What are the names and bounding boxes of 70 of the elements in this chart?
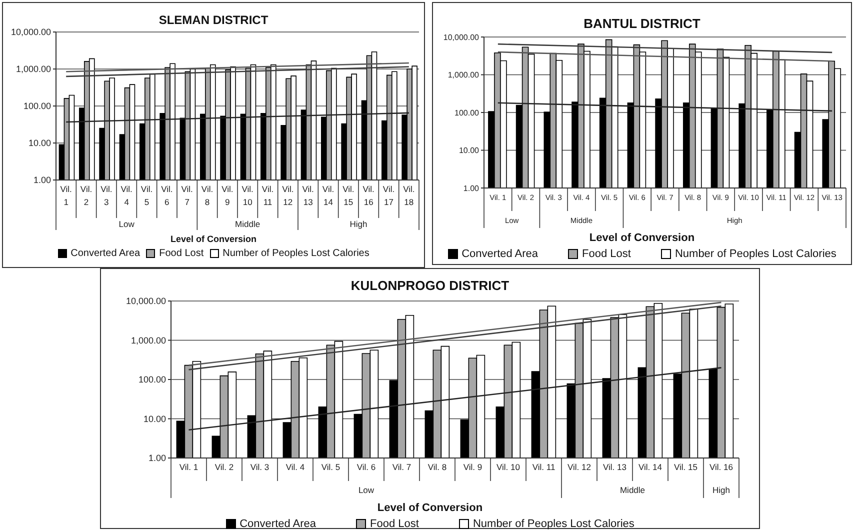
x-tick-label: Vil. 13	[603, 462, 627, 472]
y-tick-label: 1,000.00	[130, 335, 166, 346]
x-tick-label: Vil. 5	[140, 184, 153, 207]
x-tick-label: Vil. 10	[496, 462, 520, 472]
x-tick-label: Vil. 13	[302, 184, 314, 207]
x-tick-label: Vil. 14	[638, 462, 662, 472]
y-tick-label: 10.00	[458, 146, 480, 156]
x-tick-label: Vil. 4	[120, 184, 132, 207]
text: Low	[118, 219, 136, 229]
x-tick-label: Vil. 8	[201, 184, 214, 207]
x-tick-label: Vil. 9	[463, 462, 482, 472]
x-tick-label: Vil. 15	[674, 462, 698, 472]
x-tick-label: Vil. 15	[342, 184, 354, 207]
y-tick-label: 1.00	[463, 184, 480, 193]
y-tick-label: 10,000.00	[10, 27, 51, 38]
chart-title: SLEMAN DISTRICT	[158, 12, 270, 27]
y-tick-label: 10.00	[143, 414, 166, 424]
x-tick-label: Vil. 6	[356, 462, 376, 472]
x-tick-label: Vil. 3	[100, 184, 112, 207]
chart-title: KULONPROGO DISTRICT	[350, 277, 510, 293]
legend-label: Converted Area	[240, 518, 316, 530]
legend-label: Number of Peoples Lost Calories	[222, 248, 370, 259]
legend-label: Food Lost	[582, 248, 631, 260]
x-tick-label: Vil. 1	[60, 184, 72, 207]
x-tick-label: Vil. 18	[403, 184, 415, 207]
x-tick-label: Vil. 16	[710, 462, 734, 472]
x-tick-label: Vil. 8	[428, 462, 447, 472]
y-tick-label: 100.00	[138, 374, 166, 385]
x-tick-label: Vil. 2	[80, 184, 92, 207]
x-tick-label: Vil. 2	[214, 462, 234, 472]
y-tick-label: 10.00	[28, 138, 51, 148]
x-tick-label: Vil. 7	[392, 462, 412, 472]
y-tick-label: 1.00	[33, 175, 51, 186]
x-tick-label: Vil. 12	[282, 184, 294, 207]
legend-label: Food Lost	[159, 248, 204, 259]
y-tick-label: 100.00	[23, 101, 51, 112]
x-tick-label: Vil. 5	[321, 462, 340, 472]
x-axis-title: Level of Conversion	[588, 231, 696, 246]
x-tick-label: Vil. 11	[262, 184, 274, 207]
y-tick-label: 10,000.00	[126, 296, 166, 306]
x-tick-label: Vil. 17	[382, 184, 395, 207]
y-tick-label: 1,000.00	[448, 70, 480, 80]
text: High	[712, 485, 730, 495]
legend-label: Converted Area	[70, 248, 140, 259]
y-tick-label: 1.00	[148, 453, 166, 464]
text: Middle	[235, 219, 260, 229]
y-tick-label: 1,000.00	[16, 64, 51, 74]
x-axis-title: Level of Conversion	[169, 233, 258, 246]
legend-label: Converted Area	[462, 248, 538, 260]
legend-label: Food Lost	[370, 518, 419, 530]
legend-label: Number of Peoples Lost Calories	[472, 518, 634, 530]
x-tick-label: Vil. 7	[181, 184, 193, 207]
x-tick-label: Vil. 14	[322, 184, 334, 207]
x-tick-label: Vil. 6	[161, 184, 173, 207]
x-axis-title: Level of Conversion	[376, 501, 484, 516]
x-tick-label: Vil. 3	[250, 462, 270, 472]
text: High	[350, 219, 368, 229]
text: Middle	[620, 485, 646, 495]
chart-title: BANTUL DISTRICT	[582, 15, 702, 31]
x-tick-label: Vil. 10	[242, 184, 254, 207]
x-tick-label: Vil. 11	[532, 462, 556, 472]
x-tick-label: Vil. 9	[222, 184, 234, 207]
x-tick-label: Vil. 4	[286, 462, 305, 472]
y-tick-label: 100.00	[454, 108, 480, 118]
x-tick-label: Vil. 12	[568, 462, 592, 472]
x-tick-label: Vil. 16	[362, 184, 374, 207]
y-tick-label: 10,000.00	[443, 32, 480, 42]
legend-label: Number of Peoples Lost Calories	[674, 248, 836, 260]
x-tick-label: Vil. 1	[179, 462, 198, 472]
text: Low	[358, 485, 375, 495]
